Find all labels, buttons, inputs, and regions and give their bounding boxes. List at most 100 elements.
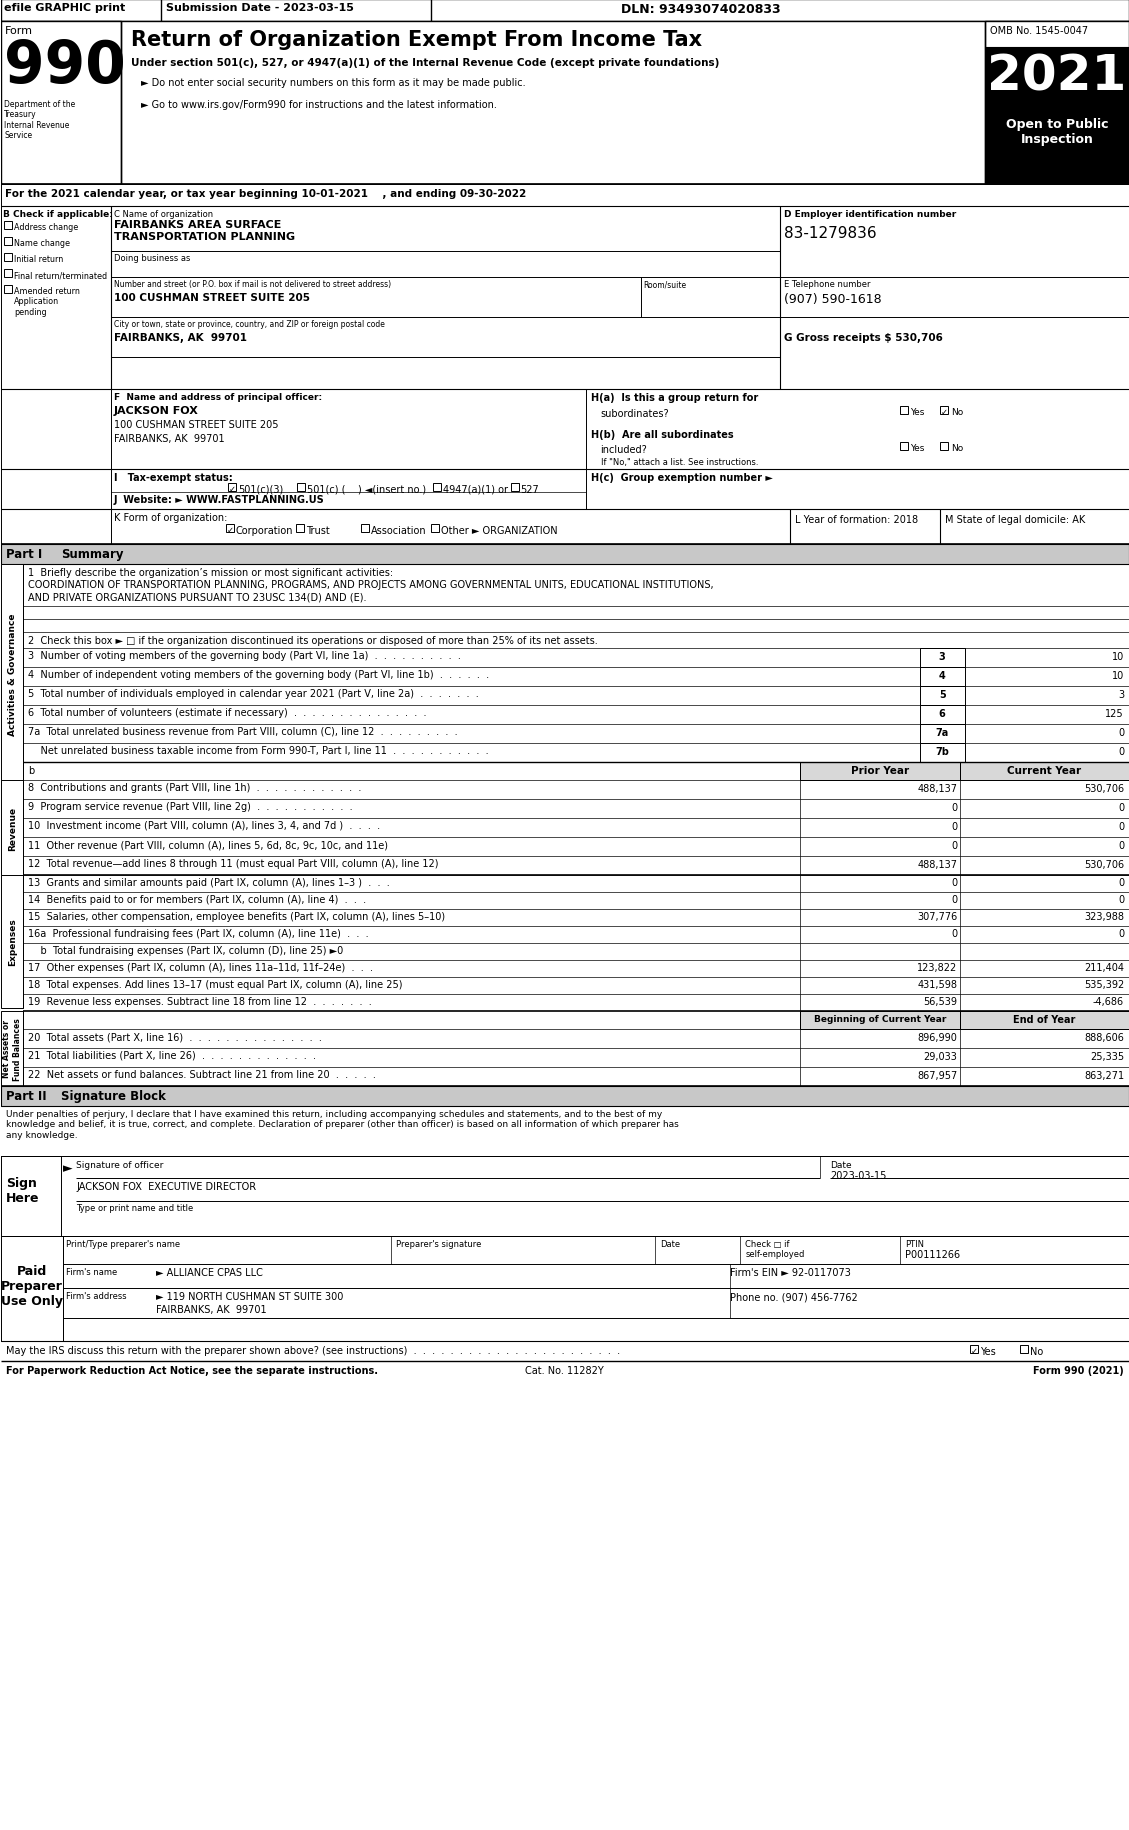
Text: 501(c) (    ) ◄(insert no.): 501(c) ( ) ◄(insert no.)	[307, 485, 426, 494]
Text: 211,404: 211,404	[1084, 963, 1124, 972]
Text: Summary: Summary	[61, 547, 123, 560]
Bar	[1, 207, 111, 390]
Bar	[900, 443, 908, 450]
Text: No: No	[952, 408, 963, 417]
Text: 83-1279836: 83-1279836	[785, 225, 877, 242]
Text: L Year of formation: 2018: L Year of formation: 2018	[795, 514, 919, 525]
Bar	[940, 443, 948, 450]
Text: Address change: Address change	[15, 223, 78, 232]
Text: 10: 10	[1112, 651, 1124, 662]
Text: 0: 0	[1118, 803, 1124, 813]
Bar	[1, 1157, 61, 1237]
Text: 0: 0	[951, 822, 957, 831]
Text: ► Do not enter social security numbers on this form as it may be made public.: ► Do not enter social security numbers o…	[141, 79, 526, 88]
Text: 0: 0	[1118, 840, 1124, 851]
Text: Yes: Yes	[980, 1347, 996, 1356]
Text: Prior Year: Prior Year	[851, 765, 909, 776]
Text: DLN: 93493074020833: DLN: 93493074020833	[621, 4, 780, 16]
Text: Check □ if
self-employed: Check □ if self-employed	[745, 1239, 805, 1259]
Text: No: No	[1030, 1347, 1043, 1356]
Bar	[1, 185, 1129, 207]
Text: Expenses: Expenses	[8, 919, 17, 966]
Text: 16a  Professional fundraising fees (Part IX, column (A), line 11e)  .  .  .: 16a Professional fundraising fees (Part …	[28, 928, 369, 939]
Text: 20  Total assets (Part X, line 16)  .  .  .  .  .  .  .  .  .  .  .  .  .  .  .: 20 Total assets (Part X, line 16) . . . …	[28, 1032, 322, 1041]
Text: 12  Total revenue—add lines 8 through 11 (must equal Part VIII, column (A), line: 12 Total revenue—add lines 8 through 11 …	[28, 858, 439, 869]
Text: 123,822: 123,822	[917, 963, 957, 972]
Bar	[432, 483, 440, 492]
Text: ► ALLIANCE CPAS LLC: ► ALLIANCE CPAS LLC	[156, 1268, 263, 1277]
Text: 3: 3	[1118, 690, 1124, 699]
Text: 19  Revenue less expenses. Subtract line 18 from line 12  .  .  .  .  .  .  .: 19 Revenue less expenses. Subtract line …	[28, 997, 371, 1006]
Bar	[940, 406, 948, 415]
Bar	[1, 545, 1129, 565]
Text: 3: 3	[939, 651, 946, 662]
Bar	[5, 285, 12, 295]
Bar	[920, 743, 965, 763]
Bar	[900, 406, 908, 415]
Text: 8  Contributions and grants (Part VIII, line 1h)  .  .  .  .  .  .  .  .  .  .  : 8 Contributions and grants (Part VIII, l…	[28, 783, 361, 792]
Text: 6  Total number of volunteers (estimate if necessary)  .  .  .  .  .  .  .  .  .: 6 Total number of volunteers (estimate i…	[28, 708, 427, 717]
Text: AND PRIVATE ORGANIZATIONS PURSUANT TO 23USC 134(D) AND (E).: AND PRIVATE ORGANIZATIONS PURSUANT TO 23…	[28, 591, 367, 602]
Text: OMB No. 1545-0047: OMB No. 1545-0047	[990, 26, 1088, 37]
Bar	[297, 483, 305, 492]
Text: FAIRBANKS, AK  99701: FAIRBANKS, AK 99701	[114, 333, 247, 342]
Text: 4: 4	[939, 670, 946, 681]
Text: 7b: 7b	[935, 747, 949, 756]
Text: 431,598: 431,598	[917, 979, 957, 990]
Text: included?: included?	[601, 445, 647, 454]
Text: 11  Other revenue (Part VIII, column (A), lines 5, 6d, 8c, 9c, 10c, and 11e): 11 Other revenue (Part VIII, column (A),…	[28, 840, 388, 849]
Bar	[228, 483, 236, 492]
Text: No: No	[952, 443, 963, 452]
Text: JACKSON FOX: JACKSON FOX	[114, 406, 199, 415]
Text: 530,706: 530,706	[1084, 783, 1124, 794]
Text: 0: 0	[1118, 895, 1124, 904]
Bar	[1, 511, 1129, 545]
Bar	[960, 1012, 1129, 1030]
Text: Yes: Yes	[910, 443, 925, 452]
Bar	[920, 648, 965, 668]
Bar	[5, 221, 12, 231]
Text: Initial return: Initial return	[15, 254, 63, 264]
Text: 21  Total liabilities (Part X, line 26)  .  .  .  .  .  .  .  .  .  .  .  .  .: 21 Total liabilities (Part X, line 26) .…	[28, 1050, 316, 1060]
Text: b  Total fundraising expenses (Part IX, column (D), line 25) ►0: b Total fundraising expenses (Part IX, c…	[28, 946, 343, 955]
Text: ✓: ✓	[942, 408, 948, 417]
Text: ►: ►	[63, 1162, 72, 1175]
Bar	[5, 269, 12, 278]
Text: J  Website: ► WWW.FASTPLANNING.US: J Website: ► WWW.FASTPLANNING.US	[114, 494, 325, 505]
Text: 4947(a)(1) or: 4947(a)(1) or	[443, 485, 508, 494]
Text: 0: 0	[1118, 822, 1124, 831]
Text: 530,706: 530,706	[1084, 860, 1124, 869]
Text: -4,686: -4,686	[1093, 997, 1124, 1006]
Bar	[986, 113, 1129, 185]
Text: Other ► ORGANIZATION: Other ► ORGANIZATION	[440, 525, 558, 536]
Text: 0: 0	[951, 840, 957, 851]
Bar	[1, 1012, 24, 1087]
Bar	[800, 763, 960, 781]
Text: Corporation: Corporation	[236, 525, 294, 536]
Text: 323,988: 323,988	[1084, 911, 1124, 922]
Text: 7a: 7a	[936, 728, 948, 737]
Bar	[960, 763, 1129, 781]
Bar	[920, 706, 965, 725]
Bar	[920, 686, 965, 706]
Text: COORDINATION OF TRANSPORTATION PLANNING, PROGRAMS, AND PROJECTS AMONG GOVERNMENT: COORDINATION OF TRANSPORTATION PLANNING,…	[28, 580, 714, 589]
Text: 527: 527	[520, 485, 540, 494]
Text: City or town, state or province, country, and ZIP or foreign postal code: City or town, state or province, country…	[114, 320, 385, 329]
Text: Firm's address: Firm's address	[67, 1292, 126, 1301]
Bar	[5, 254, 12, 262]
Text: Date: Date	[830, 1160, 852, 1169]
Text: 307,776: 307,776	[917, 911, 957, 922]
Bar	[1, 390, 1129, 470]
Text: B Check if applicable:: B Check if applicable:	[3, 210, 113, 220]
Text: PTIN: PTIN	[905, 1239, 925, 1248]
Text: Yes: Yes	[910, 408, 925, 417]
Text: Part II: Part II	[6, 1089, 46, 1102]
Text: Phone no. (907) 456-7762: Phone no. (907) 456-7762	[730, 1292, 858, 1301]
Text: 535,392: 535,392	[1084, 979, 1124, 990]
Text: Preparer's signature: Preparer's signature	[396, 1239, 481, 1248]
Text: Number and street (or P.O. box if mail is not delivered to street address): Number and street (or P.O. box if mail i…	[114, 280, 391, 289]
Text: K Form of organization:: K Form of organization:	[114, 512, 227, 523]
Bar	[5, 238, 12, 245]
Text: 5: 5	[939, 690, 946, 699]
Text: 4  Number of independent voting members of the governing body (Part VI, line 1b): 4 Number of independent voting members o…	[28, 670, 489, 679]
